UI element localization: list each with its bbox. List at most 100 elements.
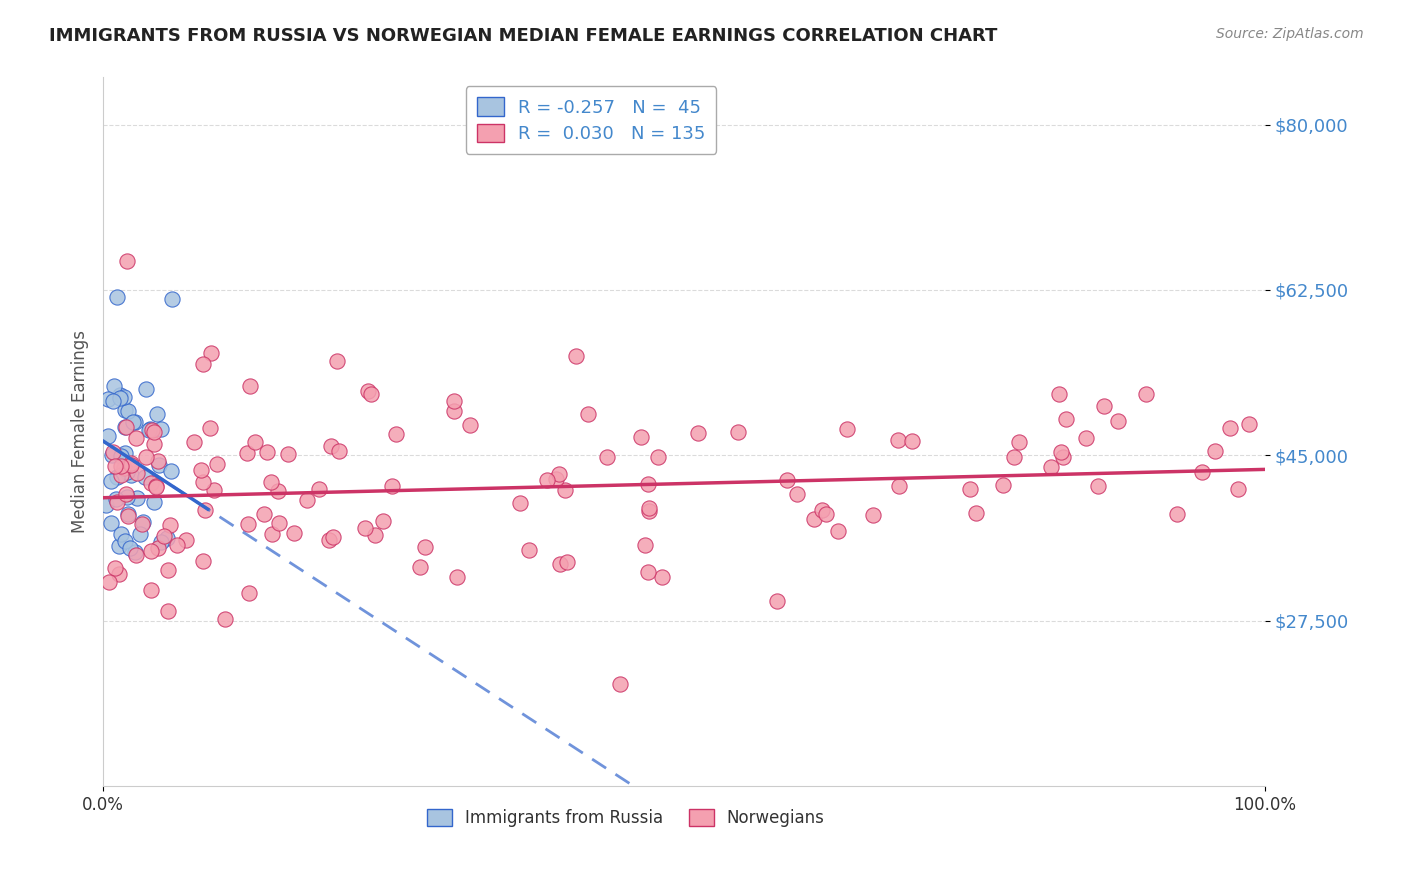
Point [550, 557, 572, 571]
Point [139, 476, 162, 491]
Point [156, 604, 179, 618]
Point [200, 346, 222, 360]
Point [191, 357, 214, 371]
Point [443, 404, 465, 418]
Point [243, 434, 266, 449]
Point [373, 514, 395, 528]
Point [1237, 417, 1260, 431]
Point [548, 467, 571, 482]
Point [117, 404, 139, 418]
Y-axis label: Median Female Earnings: Median Female Earnings [72, 330, 89, 533]
Legend: Immigrants from Russia, Norwegians: Immigrants from Russia, Norwegians [420, 803, 831, 834]
Point [103, 378, 125, 392]
Point [1039, 460, 1062, 475]
Point [260, 527, 283, 541]
Point [141, 544, 163, 558]
Point [364, 527, 387, 541]
Point [415, 540, 437, 554]
Point [110, 450, 132, 464]
Point [609, 677, 631, 691]
Point [138, 422, 160, 436]
Point [100, 516, 122, 530]
Point [637, 476, 659, 491]
Point [458, 418, 481, 433]
Point [554, 483, 576, 497]
Point [565, 349, 588, 363]
Point [104, 560, 127, 574]
Point [214, 612, 236, 626]
Point [727, 425, 749, 440]
Point [638, 504, 661, 518]
Point [277, 447, 299, 461]
Point [120, 541, 142, 555]
Point [1107, 414, 1129, 428]
Point [803, 511, 825, 525]
Point [446, 570, 468, 584]
Point [97, 392, 120, 406]
Point [166, 538, 188, 552]
Point [1087, 479, 1109, 493]
Point [135, 450, 157, 464]
Point [326, 354, 349, 368]
Point [101, 448, 124, 462]
Point [114, 533, 136, 548]
Point [637, 566, 659, 580]
Text: IMMIGRANTS FROM RUSSIA VS NORWEGIAN MEDIAN FEMALE EARNINGS CORRELATION CHART: IMMIGRANTS FROM RUSSIA VS NORWEGIAN MEDI… [49, 27, 998, 45]
Point [776, 473, 799, 487]
Point [198, 421, 221, 435]
Point [1204, 443, 1226, 458]
Point [107, 539, 129, 553]
Point [145, 480, 167, 494]
Point [318, 533, 340, 547]
Point [138, 423, 160, 437]
Point [555, 556, 578, 570]
Point [1052, 450, 1074, 464]
Point [1092, 399, 1115, 413]
Point [269, 516, 291, 530]
Point [112, 461, 135, 475]
Point [145, 479, 167, 493]
Point [239, 378, 262, 392]
Point [267, 483, 290, 498]
Point [1008, 434, 1031, 449]
Point [150, 421, 173, 435]
Point [128, 526, 150, 541]
Point [110, 526, 132, 541]
Point [1047, 387, 1070, 401]
Point [637, 501, 659, 516]
Point [132, 515, 155, 529]
Point [886, 433, 908, 447]
Point [328, 444, 350, 458]
Point [120, 456, 142, 470]
Point [121, 415, 143, 429]
Point [385, 427, 408, 442]
Point [256, 444, 278, 458]
Point [205, 457, 228, 471]
Point [150, 535, 173, 549]
Point [236, 516, 259, 531]
Point [253, 508, 276, 522]
Point [353, 521, 375, 535]
Point [596, 450, 619, 464]
Point [546, 472, 568, 486]
Point [148, 454, 170, 468]
Point [124, 545, 146, 559]
Point [193, 475, 215, 489]
Point [153, 529, 176, 543]
Point [105, 470, 128, 484]
Point [1054, 412, 1077, 426]
Point [96, 498, 118, 512]
Point [578, 408, 600, 422]
Point [148, 458, 170, 472]
Point [107, 566, 129, 581]
Point [125, 431, 148, 445]
Point [766, 594, 789, 608]
Point [633, 538, 655, 552]
Point [194, 502, 217, 516]
Point [142, 425, 165, 439]
Point [105, 495, 128, 509]
Point [235, 445, 257, 459]
Point [183, 435, 205, 450]
Point [101, 393, 124, 408]
Point [97, 429, 120, 443]
